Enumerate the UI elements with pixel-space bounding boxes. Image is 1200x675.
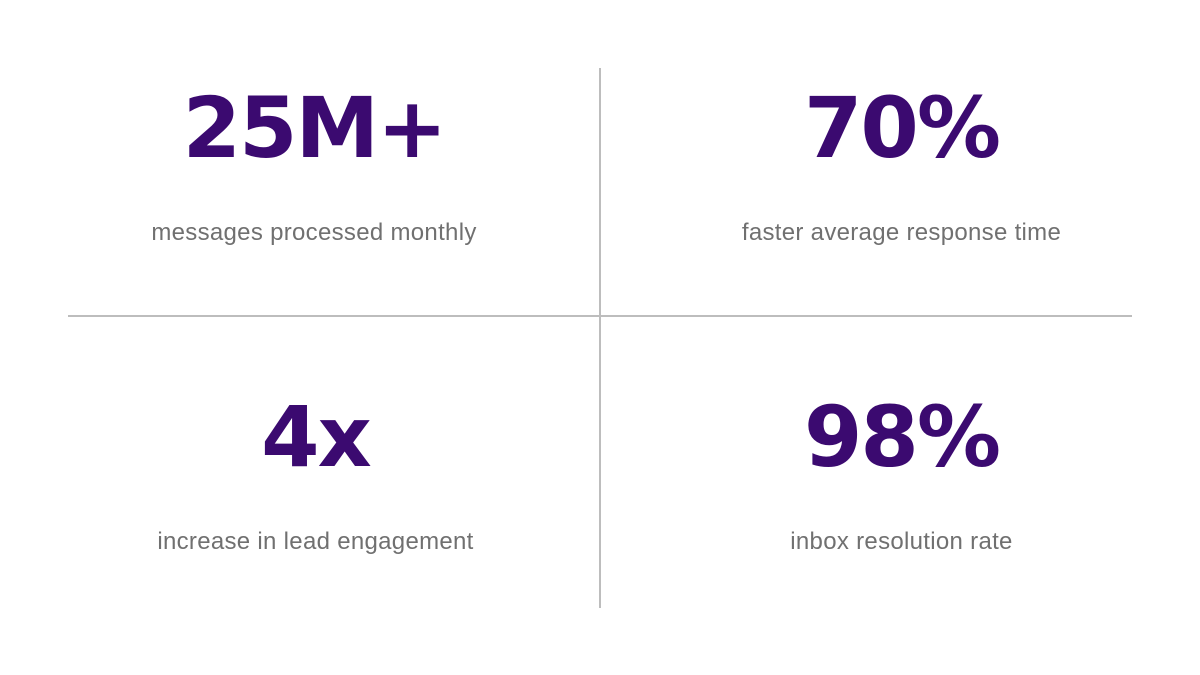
stat-response-time: 70% faster average response time [639, 78, 1164, 248]
stat-resolution-rate: 98% inbox resolution rate [639, 387, 1164, 557]
vertical-divider [599, 68, 601, 608]
stats-grid: 25M+ messages processed monthly 70% fast… [68, 68, 1132, 608]
stat-value: 25M+ [182, 79, 448, 177]
stat-label: inbox resolution rate [790, 528, 1013, 555]
stat-label: faster average response time [741, 219, 1062, 246]
horizontal-divider [68, 315, 1132, 317]
stat-label: increase in lead engagement [157, 528, 474, 555]
stat-lead-engagement: 4x increase in lead engagement [68, 387, 563, 557]
stat-label: messages processed monthly [151, 219, 477, 246]
stat-value: 4x [261, 388, 372, 486]
stat-messages-processed: 25M+ messages processed monthly [68, 78, 560, 248]
stat-value: 70% [803, 79, 1001, 177]
stat-value: 98% [803, 388, 1001, 486]
